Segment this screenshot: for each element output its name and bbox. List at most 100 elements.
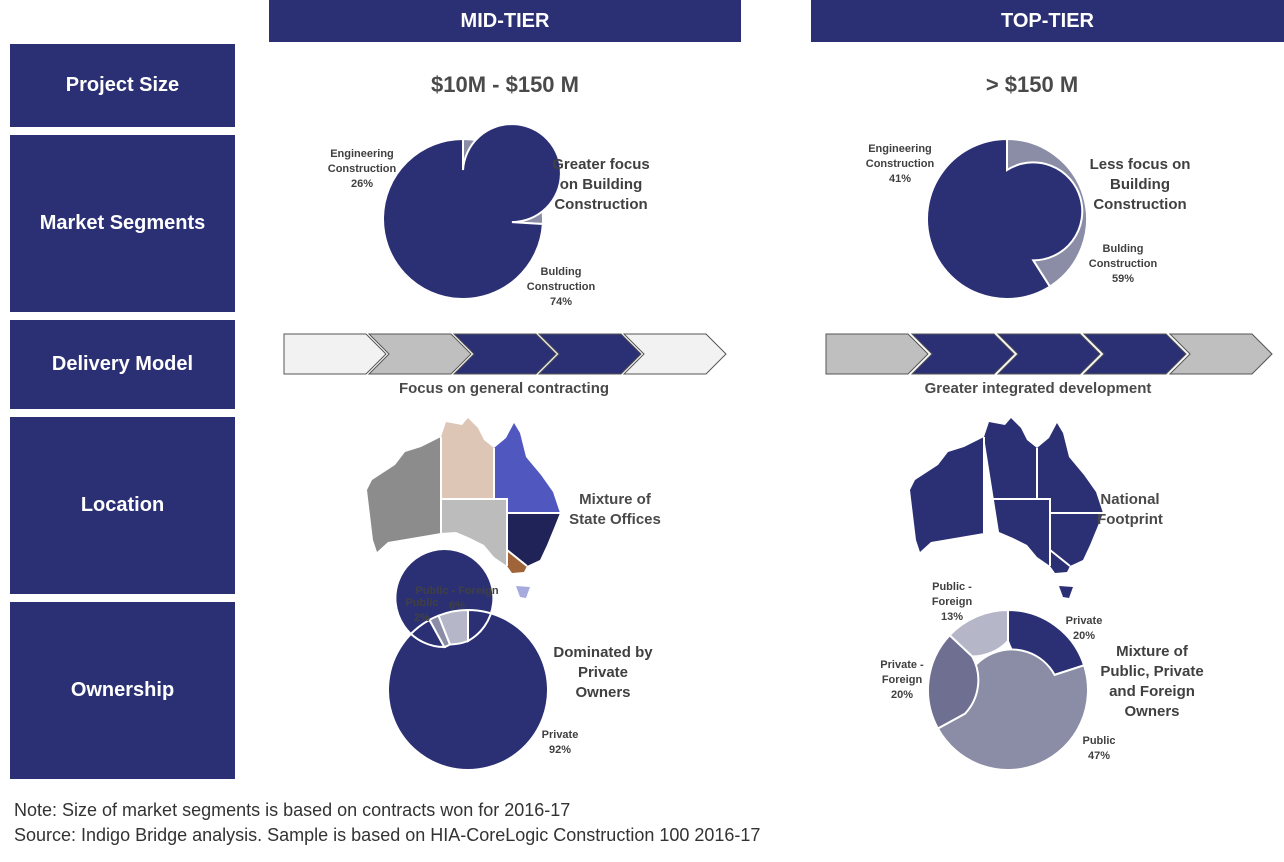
slice-label-name: Public - bbox=[932, 581, 972, 593]
mid-market-note-line: Greater focus bbox=[552, 156, 650, 173]
row-label-location: Location bbox=[10, 417, 235, 594]
mid-delivery-chevron-3 bbox=[452, 333, 557, 375]
slice-label-name: Foreign bbox=[882, 674, 923, 686]
slice-label-pct: 41% bbox=[889, 173, 911, 185]
top-ownership-slice-label: Private - Foreign 20% bbox=[880, 659, 924, 701]
slice-label-name: Construction bbox=[1089, 258, 1158, 270]
slice-label-pct: 13% bbox=[941, 611, 963, 623]
top-market-slice-label: Bulding Construction 59% bbox=[1089, 243, 1158, 285]
top-ownership-note-line: Owners bbox=[1124, 703, 1179, 720]
mid-map-tas bbox=[516, 586, 530, 598]
row-label-delivery-model: Delivery Model bbox=[10, 320, 235, 409]
row-label-market-segments: Market Segments bbox=[10, 135, 235, 312]
top-location-note-line: Footprint bbox=[1097, 511, 1163, 528]
slice-label-name: Public bbox=[405, 597, 438, 609]
slice-label-pct: 74% bbox=[550, 296, 572, 308]
slice-label-pct: 26% bbox=[351, 178, 373, 190]
top-map-outline bbox=[910, 418, 1103, 573]
mid-delivery-chevron-4 bbox=[537, 333, 642, 375]
mid-tier-header: MID-TIER bbox=[269, 0, 741, 42]
slice-label-name: Construction bbox=[866, 158, 935, 170]
top-delivery-chevron-1 bbox=[825, 333, 929, 375]
mid-location-note-line: Mixture of bbox=[579, 491, 651, 508]
top-map-tas bbox=[1059, 586, 1073, 598]
top-ownership-note-line: Public, Private bbox=[1100, 663, 1203, 680]
slice-label-name: Engineering bbox=[330, 148, 394, 160]
top-ownership-note-line: Mixture of bbox=[1116, 643, 1189, 660]
top-market-note-line: Building bbox=[1110, 176, 1170, 193]
slice-label-pct: 59% bbox=[1112, 273, 1134, 285]
mid-ownership-note-line: Dominated by bbox=[553, 644, 653, 661]
top-ownership-slice-label: Public 47% bbox=[1082, 735, 1115, 762]
slice-label-pct: 47% bbox=[1088, 750, 1110, 762]
slice-label-name: Bulding bbox=[1103, 243, 1144, 255]
slice-label-name: Engineering bbox=[868, 143, 932, 155]
mid-project-size: $10M - $150 M bbox=[431, 72, 579, 97]
mid-ownership-slice-private bbox=[387, 548, 549, 771]
slice-label-pct: 20% bbox=[1073, 630, 1095, 642]
mid-map-nt bbox=[441, 418, 494, 499]
top-australia-map bbox=[910, 418, 1103, 598]
mid-market-note-line: Construction bbox=[554, 196, 647, 213]
top-delivery-chevron-4 bbox=[1082, 333, 1187, 375]
row-label-ownership: Ownership bbox=[10, 602, 235, 779]
top-delivery-chevron-3 bbox=[996, 333, 1101, 375]
mid-ownership-slice-label: Public - Foreign 6% bbox=[415, 585, 498, 612]
mid-delivery-chevron-2 bbox=[367, 333, 472, 375]
footnote-size: Note: Size of market segments is based o… bbox=[14, 800, 571, 820]
mid-market-slice-label: Engineering Construction 26% bbox=[328, 148, 397, 190]
mid-ownership-note-line: Owners bbox=[575, 684, 630, 701]
top-ownership-slice-label: Private 20% bbox=[1066, 615, 1103, 642]
top-tier-header: TOP-TIER bbox=[811, 0, 1284, 42]
mid-map-sa bbox=[441, 499, 507, 566]
mid-map-nsw bbox=[507, 513, 560, 566]
mid-market-slice-label: Bulding Construction 74% bbox=[527, 266, 596, 308]
top-delivery-chevron-2 bbox=[910, 333, 1015, 375]
mid-map-vic bbox=[507, 550, 527, 573]
top-location-note: National Footprint bbox=[1080, 490, 1180, 530]
top-market-slice-label: Engineering Construction 41% bbox=[866, 143, 935, 185]
top-delivery-caption: Greater integrated development bbox=[924, 380, 1152, 397]
footnote-source: Source: Indigo Bridge analysis. Sample i… bbox=[14, 825, 761, 845]
slice-label-pct: 6% bbox=[449, 600, 465, 612]
row-label-project-size: Project Size bbox=[10, 44, 235, 127]
slice-label-name: Private bbox=[1066, 615, 1103, 627]
top-location-note-line: National bbox=[1100, 491, 1160, 508]
slice-label-name: Bulding bbox=[541, 266, 582, 278]
top-market-note-line: Construction bbox=[1093, 196, 1186, 213]
slice-label-pct: 92% bbox=[549, 744, 571, 756]
mid-location-note-line: State Offices bbox=[569, 511, 661, 528]
mid-market-slice-bulding-construction bbox=[382, 123, 562, 300]
top-ownership-slice-label: Public - Foreign 13% bbox=[932, 581, 973, 623]
mid-delivery-chevron-1 bbox=[283, 333, 387, 375]
slice-label-name: Construction bbox=[527, 281, 596, 293]
slice-label-name: Public - Foreign bbox=[415, 585, 498, 597]
top-ownership-slice-public-foreign bbox=[948, 608, 1009, 658]
slice-label-name: Foreign bbox=[932, 596, 973, 608]
mid-ownership-note-line: Private bbox=[578, 664, 628, 681]
slice-label-name: Private - bbox=[880, 659, 924, 671]
slice-label-name: Construction bbox=[328, 163, 397, 175]
slice-label-name: Public bbox=[1082, 735, 1115, 747]
mid-market-note: Greater focus on Building Construction bbox=[552, 156, 650, 213]
slice-label-pct: 2% bbox=[414, 612, 430, 624]
mid-ownership-slice-label: Private 92% bbox=[542, 729, 579, 756]
top-market-note: Less focus on Building Construction bbox=[1090, 156, 1191, 213]
mid-delivery-caption: Focus on general contracting bbox=[398, 380, 610, 397]
top-market-slice-bulding-construction bbox=[926, 137, 1084, 300]
slice-label-name: Private bbox=[542, 729, 579, 741]
top-market-note-line: Less focus on bbox=[1090, 156, 1191, 173]
mid-ownership-slice-public-foreign bbox=[437, 608, 469, 646]
mid-market-note-line: on Building bbox=[560, 176, 642, 193]
top-delivery-chevron-5 bbox=[1168, 333, 1273, 375]
top-project-size: > $150 M bbox=[985, 72, 1079, 97]
mid-ownership-slice-label: Public 2% bbox=[405, 597, 438, 624]
mid-australia-map bbox=[367, 418, 560, 598]
top-ownership-note-line: and Foreign bbox=[1109, 683, 1195, 700]
slice-label-pct: 20% bbox=[891, 689, 913, 701]
top-ownership-note: Mixture of Public, Private and Foreign Owne… bbox=[1100, 643, 1203, 720]
mid-ownership-note: Dominated by Private Owners bbox=[553, 644, 653, 701]
mid-map-qld bbox=[494, 423, 560, 513]
mid-location-note: Mixture of State Offices bbox=[550, 490, 680, 530]
